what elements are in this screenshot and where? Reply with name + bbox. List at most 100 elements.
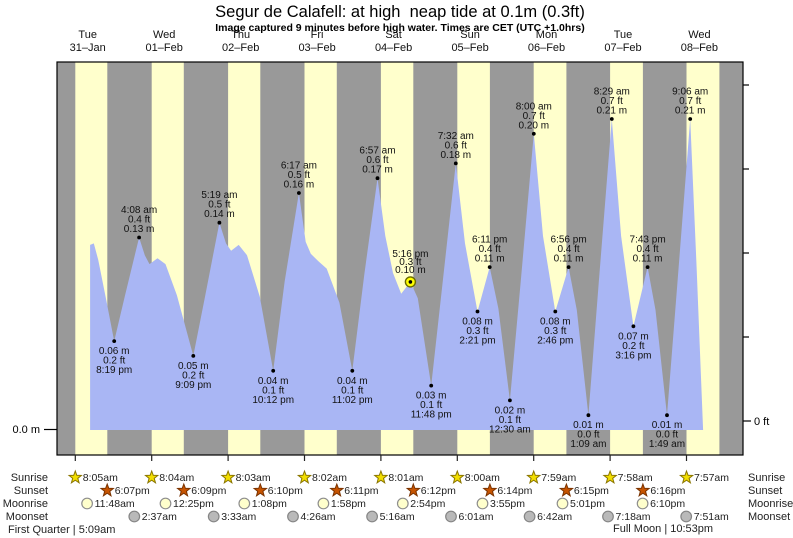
current-tide-annotation: 5:16 pm bbox=[392, 249, 428, 260]
day-label-weekday: Mon bbox=[536, 29, 557, 41]
low-tide-annotation: 12:30 am bbox=[489, 424, 531, 435]
high-tide-annotation: 6:17 am bbox=[281, 161, 317, 172]
sunrise-star-icon bbox=[526, 469, 542, 484]
tide-point-dot bbox=[665, 413, 669, 418]
sunset-star-icon bbox=[558, 482, 574, 497]
low-tide-annotation: 0.2 ft bbox=[182, 370, 204, 381]
plot-border bbox=[56, 61, 744, 456]
low-tide-annotation: 2:21 pm bbox=[459, 336, 495, 347]
moonrise-time: 5:01pm bbox=[570, 498, 605, 510]
day-label-date: 02–Feb bbox=[222, 42, 259, 54]
high-tide-annotation: 4:08 am bbox=[121, 205, 157, 216]
day-label-weekday: Wed bbox=[688, 29, 710, 41]
high-tide-annotation: 0.7 ft bbox=[679, 96, 701, 107]
day-label-date: 03–Feb bbox=[298, 42, 335, 54]
sunset-star-icon bbox=[252, 482, 268, 497]
high-tide-annotation: 0.11 m bbox=[475, 254, 505, 265]
tide-point-dot bbox=[375, 176, 380, 181]
moonrise-icon bbox=[238, 497, 251, 510]
sunset-time: 6:14pm bbox=[497, 485, 532, 497]
day-label-weekday: Sat bbox=[385, 29, 402, 41]
y-axis-right-label: 0 ft bbox=[754, 416, 769, 428]
day-label-weekday: Wed bbox=[153, 29, 175, 41]
moonrise-row-label-right: Moonrise bbox=[748, 498, 793, 510]
sunrise-time: 8:04am bbox=[159, 472, 194, 484]
low-tide-annotation: 0.03 m bbox=[416, 391, 447, 402]
moonset-row-label-right: Moonset bbox=[748, 511, 790, 523]
low-tide-annotation: 0.07 m bbox=[618, 331, 649, 342]
moonset-icon bbox=[207, 510, 220, 523]
moonrise-time: 1:58pm bbox=[331, 498, 366, 510]
moonset-time: 5:16am bbox=[380, 511, 415, 523]
tide-point-dot bbox=[586, 413, 591, 418]
tide-point-dot bbox=[137, 235, 142, 240]
moonset-row-label-left: Moonset bbox=[6, 511, 48, 523]
sunrise-star-icon bbox=[144, 469, 160, 484]
moonset-icon bbox=[366, 510, 379, 523]
high-tide-annotation: 7:43 pm bbox=[630, 235, 666, 246]
sunrise-star-icon bbox=[373, 469, 389, 484]
high-tide-annotation: 0.20 m bbox=[519, 120, 550, 131]
high-tide-annotation: 0.4 ft bbox=[636, 244, 658, 255]
tide-point-dot bbox=[217, 220, 222, 225]
tide-point-dot bbox=[112, 339, 117, 343]
tide-point-dot bbox=[631, 324, 636, 329]
day-label-weekday: Sun bbox=[460, 29, 480, 41]
high-tide-annotation: 0.17 m bbox=[362, 165, 393, 176]
low-tide-annotation: 0.02 m bbox=[495, 405, 526, 416]
day-label-date: 04–Feb bbox=[375, 42, 412, 54]
high-tide-annotation: 6:56 pm bbox=[551, 235, 587, 246]
low-tide-annotation: 10:12 pm bbox=[252, 395, 294, 406]
low-tide-annotation: 0.3 ft bbox=[544, 326, 566, 337]
tide-point-dot bbox=[475, 309, 480, 314]
low-tide-annotation: 0.01 m bbox=[652, 420, 683, 431]
sunrise-time: 7:58am bbox=[618, 472, 653, 484]
sunrise-time: 7:57am bbox=[694, 472, 729, 484]
high-tide-annotation: 5:19 am bbox=[201, 190, 237, 201]
low-tide-annotation: 0.1 ft bbox=[341, 385, 363, 396]
moonset-icon bbox=[287, 510, 299, 523]
sunrise-star-icon bbox=[220, 469, 236, 484]
moonrise-time: 3:55pm bbox=[490, 498, 525, 510]
sunrise-time: 8:02am bbox=[312, 472, 347, 484]
high-tide-annotation: 0.4 ft bbox=[128, 215, 150, 226]
low-tide-annotation: 2:46 pm bbox=[537, 336, 573, 347]
high-tide-annotation: 0.7 ft bbox=[523, 111, 545, 122]
low-tide-annotation: 0.0 ft bbox=[577, 430, 599, 441]
high-tide-annotation: 0.6 ft bbox=[445, 140, 467, 151]
high-tide-annotation: 0.11 m bbox=[554, 254, 584, 265]
moonset-icon bbox=[523, 510, 536, 523]
low-tide-annotation: 0.2 ft bbox=[103, 356, 125, 367]
tide-point-dot bbox=[453, 161, 458, 166]
moonrise-icon bbox=[317, 497, 330, 510]
tide-point-dot bbox=[508, 398, 512, 403]
low-tide-annotation: 8:19 pm bbox=[96, 365, 132, 376]
low-tide-annotation: 0.01 m bbox=[573, 420, 604, 431]
sunrise-time: 8:05am bbox=[83, 472, 118, 484]
moonrise-icon bbox=[81, 497, 93, 510]
moonrise-time: 11:48am bbox=[95, 498, 135, 510]
tide-point-dot bbox=[645, 265, 650, 269]
sunset-time: 6:07pm bbox=[115, 485, 150, 497]
low-tide-annotation: 0.04 m bbox=[258, 376, 289, 387]
tide-point-dot bbox=[271, 368, 276, 373]
high-tide-annotation: 6:11 pm bbox=[472, 235, 507, 246]
tide-point-dot bbox=[297, 191, 301, 195]
moonrise-row-label-left: Moonrise bbox=[3, 498, 48, 510]
high-tide-annotation: 9:06 am bbox=[672, 87, 708, 98]
low-tide-annotation: 0.06 m bbox=[99, 346, 130, 357]
day-label-date: 01–Feb bbox=[146, 42, 183, 54]
sunrise-star-icon bbox=[679, 469, 695, 484]
day-label-date: 06–Feb bbox=[528, 42, 565, 54]
low-tide-annotation: 0.08 m bbox=[462, 317, 493, 328]
low-tide-annotation: 0.05 m bbox=[178, 361, 209, 372]
sunrise-time: 8:00am bbox=[465, 472, 500, 484]
day-label-date: 05–Feb bbox=[451, 42, 488, 54]
sunrise-row-label-left: Sunrise bbox=[11, 472, 48, 484]
tide-point-dot bbox=[531, 131, 536, 136]
first-quarter-text: First Quarter | 5:09am bbox=[8, 524, 115, 536]
tide-point-dot bbox=[609, 117, 614, 121]
sunset-star-icon bbox=[99, 482, 115, 497]
sunrise-time: 7:59am bbox=[541, 472, 576, 484]
